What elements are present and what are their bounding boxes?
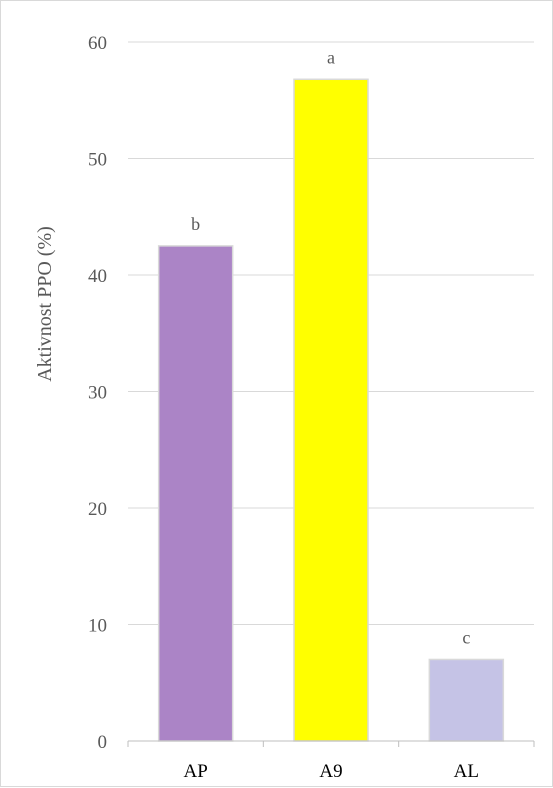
x-axis: [127, 740, 535, 747]
y-tick-label-40: 40: [88, 266, 107, 287]
x-tick-label-ap: AP: [184, 761, 208, 782]
y-axis-tick-labels: 0 10 20 30 40 50 60: [88, 33, 107, 753]
x-tick-label-al: AL: [454, 761, 479, 782]
significance-label-al: c: [462, 627, 470, 647]
y-tick-label-10: 10: [88, 616, 107, 637]
y-tick-label-60: 60: [88, 33, 107, 54]
y-tick-label-30: 30: [88, 383, 107, 404]
x-axis-tick-labels: AP A9 AL: [184, 761, 479, 782]
x-tick-label-a9: A9: [319, 761, 342, 782]
bars: [157, 78, 505, 742]
bar-al: [428, 658, 505, 742]
significance-label-a9: a: [327, 47, 335, 67]
bar-a9: [293, 78, 369, 742]
data-labels: b a c: [191, 47, 470, 647]
y-tick-label-20: 20: [88, 499, 107, 520]
y-axis-title: Aktivnost PPO (%): [34, 226, 56, 382]
y-tick-label-50: 50: [88, 150, 107, 171]
significance-label-ap: b: [191, 214, 200, 234]
y-tick-label-0: 0: [98, 732, 108, 753]
bar-ap: [157, 245, 234, 742]
